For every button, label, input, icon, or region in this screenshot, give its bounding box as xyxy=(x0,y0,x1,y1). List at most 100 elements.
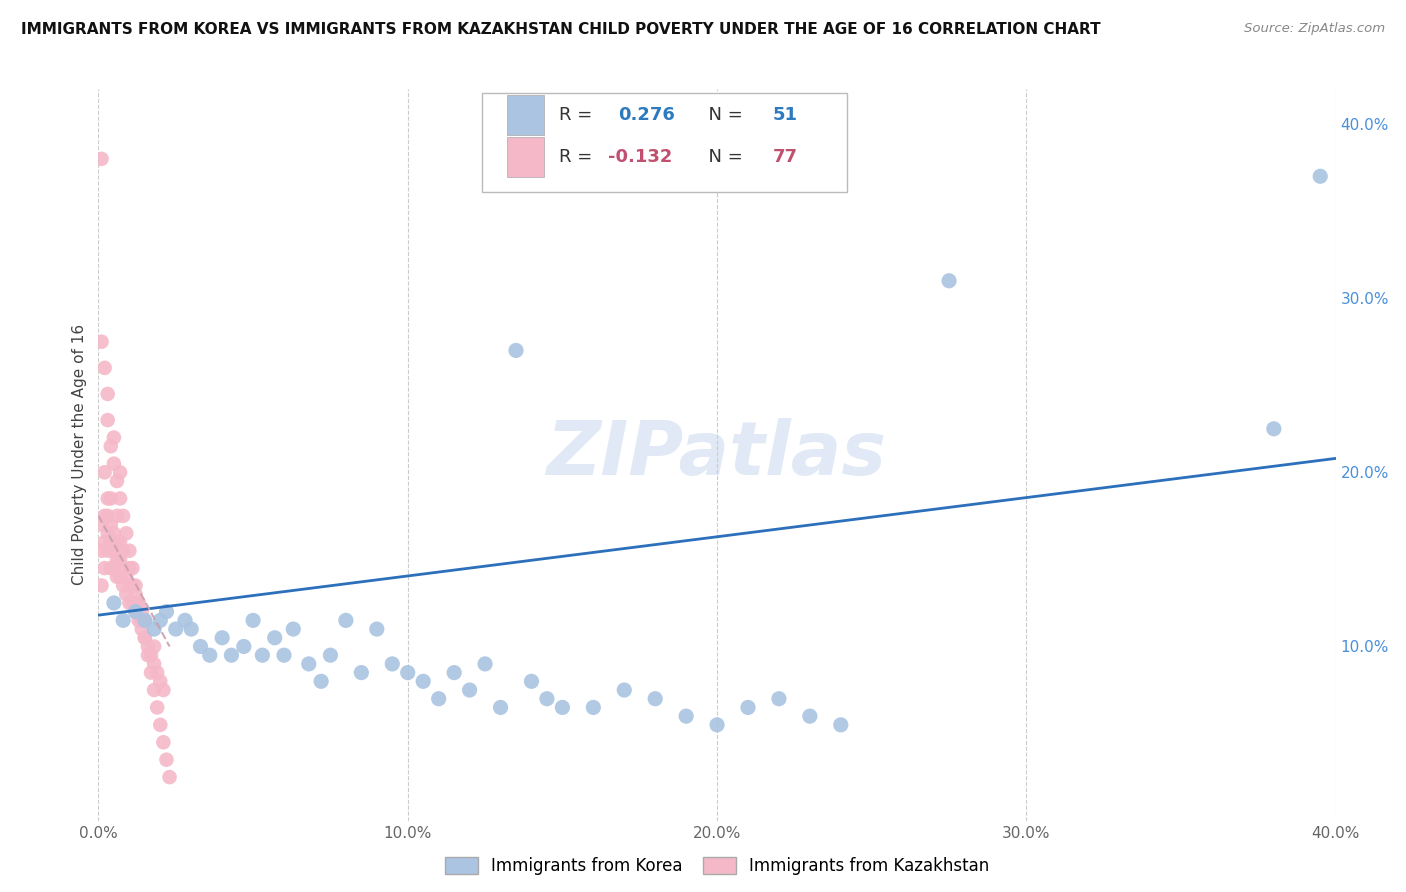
Point xyxy=(131,605,153,619)
Point xyxy=(115,526,138,541)
Point xyxy=(152,735,174,749)
Point xyxy=(139,665,162,680)
Point xyxy=(211,631,233,645)
Point xyxy=(108,570,131,584)
Text: 77: 77 xyxy=(773,148,797,166)
Point xyxy=(108,552,131,566)
Point xyxy=(112,561,135,575)
Point xyxy=(706,718,728,732)
Point xyxy=(93,535,115,549)
Point xyxy=(105,570,128,584)
Point xyxy=(443,665,465,680)
Point xyxy=(520,674,543,689)
Point xyxy=(128,613,150,627)
Point xyxy=(768,691,790,706)
Point xyxy=(93,561,115,575)
Point xyxy=(139,648,162,663)
Point xyxy=(93,508,115,523)
Point xyxy=(143,657,166,671)
FancyBboxPatch shape xyxy=(482,93,846,192)
Point xyxy=(159,770,181,784)
Text: 0.276: 0.276 xyxy=(619,106,675,124)
Text: N =: N = xyxy=(697,148,749,166)
Point xyxy=(100,439,122,453)
Point xyxy=(103,543,125,558)
Point xyxy=(90,517,112,532)
Point xyxy=(198,648,221,663)
Point xyxy=(121,561,143,575)
Point xyxy=(134,613,156,627)
Point xyxy=(536,691,558,706)
Point xyxy=(90,152,112,166)
Text: IMMIGRANTS FROM KOREA VS IMMIGRANTS FROM KAZAKHSTAN CHILD POVERTY UNDER THE AGE : IMMIGRANTS FROM KOREA VS IMMIGRANTS FROM… xyxy=(21,22,1101,37)
Point xyxy=(675,709,697,723)
Point xyxy=(768,169,790,184)
Point xyxy=(100,517,122,532)
Point xyxy=(112,543,135,558)
Point xyxy=(505,343,527,358)
Point xyxy=(105,552,128,566)
Point xyxy=(263,631,285,645)
Point xyxy=(613,683,636,698)
Point xyxy=(180,622,202,636)
Text: R =: R = xyxy=(558,148,598,166)
Point xyxy=(134,631,156,645)
Point xyxy=(90,334,112,349)
Point xyxy=(335,613,357,627)
Point xyxy=(350,665,373,680)
Point xyxy=(128,596,150,610)
Point xyxy=(190,640,212,654)
Text: R =: R = xyxy=(558,106,598,124)
Point xyxy=(103,596,125,610)
Point xyxy=(112,578,135,592)
Point xyxy=(1309,169,1331,184)
Point xyxy=(103,526,125,541)
Point xyxy=(115,587,138,601)
Point xyxy=(381,657,404,671)
FancyBboxPatch shape xyxy=(506,95,544,135)
Point xyxy=(298,657,321,671)
Point xyxy=(366,622,388,636)
Text: N =: N = xyxy=(697,106,749,124)
Point xyxy=(118,543,141,558)
Point xyxy=(149,613,172,627)
Point xyxy=(93,466,115,480)
Point xyxy=(112,613,135,627)
Text: 51: 51 xyxy=(773,106,797,124)
Point xyxy=(118,578,141,592)
Point xyxy=(100,535,122,549)
Point xyxy=(146,700,169,714)
Point xyxy=(582,700,605,714)
Point xyxy=(124,605,146,619)
Point xyxy=(149,674,172,689)
Point xyxy=(152,683,174,698)
Point xyxy=(103,457,125,471)
Point xyxy=(103,561,125,575)
FancyBboxPatch shape xyxy=(506,136,544,177)
Point xyxy=(90,543,112,558)
Point xyxy=(174,613,197,627)
Point xyxy=(242,613,264,627)
Point xyxy=(124,578,146,592)
Point xyxy=(105,535,128,549)
Point xyxy=(108,491,131,506)
Point xyxy=(90,578,112,592)
Point xyxy=(489,700,512,714)
Point xyxy=(252,648,274,663)
Point xyxy=(97,387,120,401)
Point xyxy=(136,648,159,663)
Point xyxy=(124,605,146,619)
Point xyxy=(737,700,759,714)
Point xyxy=(115,570,138,584)
Point xyxy=(309,674,332,689)
Point xyxy=(273,648,295,663)
Text: ZIPatlas: ZIPatlas xyxy=(547,418,887,491)
Point xyxy=(165,622,187,636)
Point xyxy=(143,683,166,698)
Point xyxy=(412,674,434,689)
Point xyxy=(124,587,146,601)
Point xyxy=(136,640,159,654)
Point xyxy=(97,413,120,427)
Text: -0.132: -0.132 xyxy=(609,148,672,166)
Point xyxy=(143,640,166,654)
